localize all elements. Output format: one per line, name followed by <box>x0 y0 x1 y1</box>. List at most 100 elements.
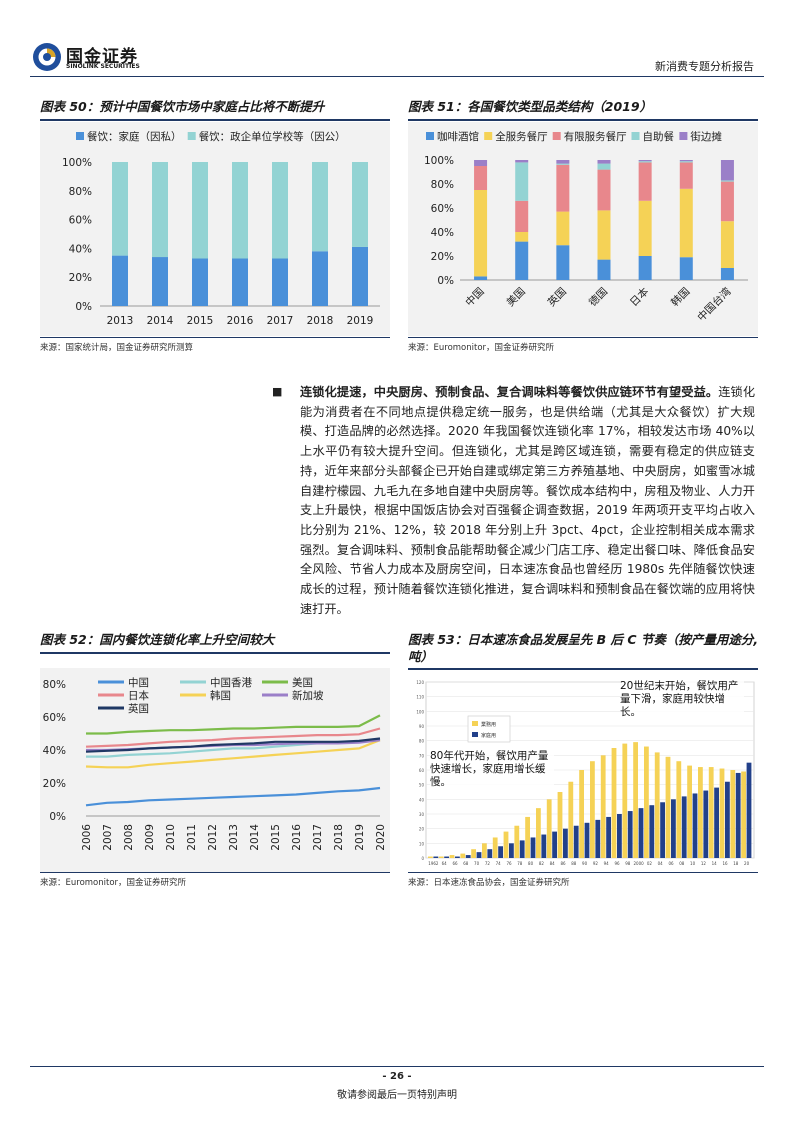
fig51-bar-segment <box>679 162 693 189</box>
fig53-x-tick-label: 76 <box>506 861 512 866</box>
fig52-title: 图表 52：国内餐饮连锁化率上升空间较大 <box>40 632 275 647</box>
fig50-source: 来源：国家统计局，国金证券研究所测算 <box>40 343 194 353</box>
fig53-bar <box>708 767 714 858</box>
fig53-legend-label: 業務用 <box>481 721 496 728</box>
fig51-bar-segment <box>638 160 652 162</box>
fig53-bar <box>606 816 611 858</box>
fig53-y-tick-label: 120 <box>416 680 424 685</box>
fig53-y-tick-label: 90 <box>419 724 425 729</box>
fig53-bar <box>671 799 676 858</box>
fig53-x-tick-label: 78 <box>517 861 523 866</box>
fig53-bar <box>617 814 622 858</box>
fig51-bar-segment <box>597 169 611 211</box>
fig50-bar-segment <box>312 251 328 306</box>
fig51-legend-swatch <box>484 132 493 140</box>
fig51-y-tick-label: 80% <box>431 179 454 191</box>
fig53-bar <box>460 853 466 858</box>
fig52-legend-label: 美国 <box>292 676 313 689</box>
fig53-bar <box>627 811 633 858</box>
fig50-bar-segment <box>352 162 368 247</box>
fig50-legend-label: 餐饮：政企单位学校等（因公） <box>199 130 346 143</box>
fig53-x-tick-label: 94 <box>604 861 610 866</box>
fig50-x-tick-label: 2013 <box>107 315 134 327</box>
bullet-marker: ■ <box>272 385 283 398</box>
header-rule <box>30 76 764 77</box>
fig53-bar <box>536 808 541 858</box>
fig53-x-tick-label: 80 <box>528 861 534 866</box>
fig51-bar-segment <box>679 160 693 162</box>
fig53-bar <box>471 849 476 858</box>
fig50-svg: 餐饮：家庭（因私） 餐饮：政企单位学校等（因公） 0% 20% 40% 60% 80% 100… <box>62 130 380 327</box>
fig52-x-tick-label: 2008 <box>123 824 135 851</box>
fig52-series-line <box>85 727 381 748</box>
fig53-bar <box>730 770 736 858</box>
fig50-y-tick-label: 0% <box>75 301 92 313</box>
bullet-paragraph: 连锁化提速，中央厨房、预制食品、复合调味料等餐饮供应链环节有望受益。连锁化能为消… <box>300 383 755 619</box>
fig51-bar-segment <box>720 268 734 280</box>
fig53-y-tick-label: 50 <box>419 783 425 788</box>
fig53-bar <box>735 772 741 858</box>
fig53-x-tick-label: 66 <box>452 861 458 866</box>
fig51-bar-segment <box>638 256 652 280</box>
fig53-bar <box>530 837 536 858</box>
fig52-legend-label: 日本 <box>128 689 149 702</box>
fig53-bar <box>687 765 692 858</box>
fig51-bar-segment <box>597 210 611 260</box>
fig50-bottom-rule <box>40 337 390 338</box>
fig53-bar <box>611 748 617 858</box>
fig51-bar-segment <box>515 241 529 280</box>
fig53-bar <box>514 825 520 858</box>
fig50-legend-label: 餐饮：家庭（因私） <box>87 130 182 143</box>
fig52-series-line <box>85 786 381 807</box>
fig53-bar <box>590 761 595 858</box>
fig50-bar-segment <box>272 162 288 259</box>
fig52-y-tick-label: 60% <box>43 712 66 724</box>
fig53-bar <box>584 822 590 858</box>
fig51-bar-segment <box>720 181 734 222</box>
fig53-x-tick-label: 04 <box>658 861 664 866</box>
fig50-bar-segment <box>352 246 368 306</box>
fig52-x-tick-label: 2007 <box>102 824 114 851</box>
fig53-bar <box>665 756 671 858</box>
company-logo: 国金证券 SINOLINK SECURITIES <box>32 42 144 72</box>
fig52-series-line <box>85 737 381 753</box>
fig51-bar-segment <box>638 162 652 201</box>
fig50-bar-segment <box>232 162 248 259</box>
fig53-legend-label: 家庭用 <box>481 732 496 739</box>
fig51-x-tick-label: 德国 <box>586 285 610 309</box>
fig51-chart-area: 咖啡酒馆 全服务餐厅 有限服务餐厅 自助餐 街边摊 0% 20% 40% 60% 80% 100% 中… <box>408 122 758 336</box>
fig53-bar <box>692 793 698 858</box>
fig52-x-tick-label: 2010 <box>165 824 177 851</box>
fig52-series-line <box>85 739 381 769</box>
fig53-x-tick-label: 72 <box>485 861 491 866</box>
fig53-bar <box>698 767 703 858</box>
fig51-bar-segment <box>556 160 570 164</box>
fig51-bar-segment <box>679 161 693 163</box>
fig53-y-tick-label: 0 <box>421 856 424 861</box>
fig51-bar-segment <box>679 188 693 258</box>
fig50-legend-swatch <box>76 132 84 140</box>
footer-rule <box>30 1066 764 1067</box>
fig51-title: 图表 51：各国餐饮类型品类结构（2019） <box>408 99 653 114</box>
fig51-y-tick-label: 20% <box>431 251 454 263</box>
fig53-bar <box>444 856 449 858</box>
fig53-x-tick-label: 82 <box>539 861 545 866</box>
fig53-top-rule <box>408 668 758 670</box>
fig53-bar <box>649 805 655 858</box>
fig51-x-tick-label: 中国 <box>463 285 487 309</box>
fig51-y-tick-label: 60% <box>431 203 454 215</box>
fig51-x-tick-label: 美国 <box>504 285 528 309</box>
fig51-x-tick-label: 英国 <box>545 285 569 309</box>
fig52-bottom-rule <box>40 872 390 873</box>
fig50-x-tick-label: 2015 <box>187 315 214 327</box>
fig52-x-tick-label: 2014 <box>249 824 261 851</box>
fig53-bar <box>595 819 601 858</box>
fig53-bar <box>546 799 552 858</box>
fig52-y-tick-label: 0% <box>49 811 66 823</box>
fig53-bar <box>714 787 719 858</box>
fig51-x-tick-label: 日本 <box>627 285 651 309</box>
fig53-annotation-top: 20世纪末开始，餐饮用产量下滑，家庭用较快增长。 <box>620 680 744 719</box>
fig52-y-tick-label: 20% <box>43 778 66 790</box>
fig51-legend-label: 自助餐 <box>643 130 675 143</box>
